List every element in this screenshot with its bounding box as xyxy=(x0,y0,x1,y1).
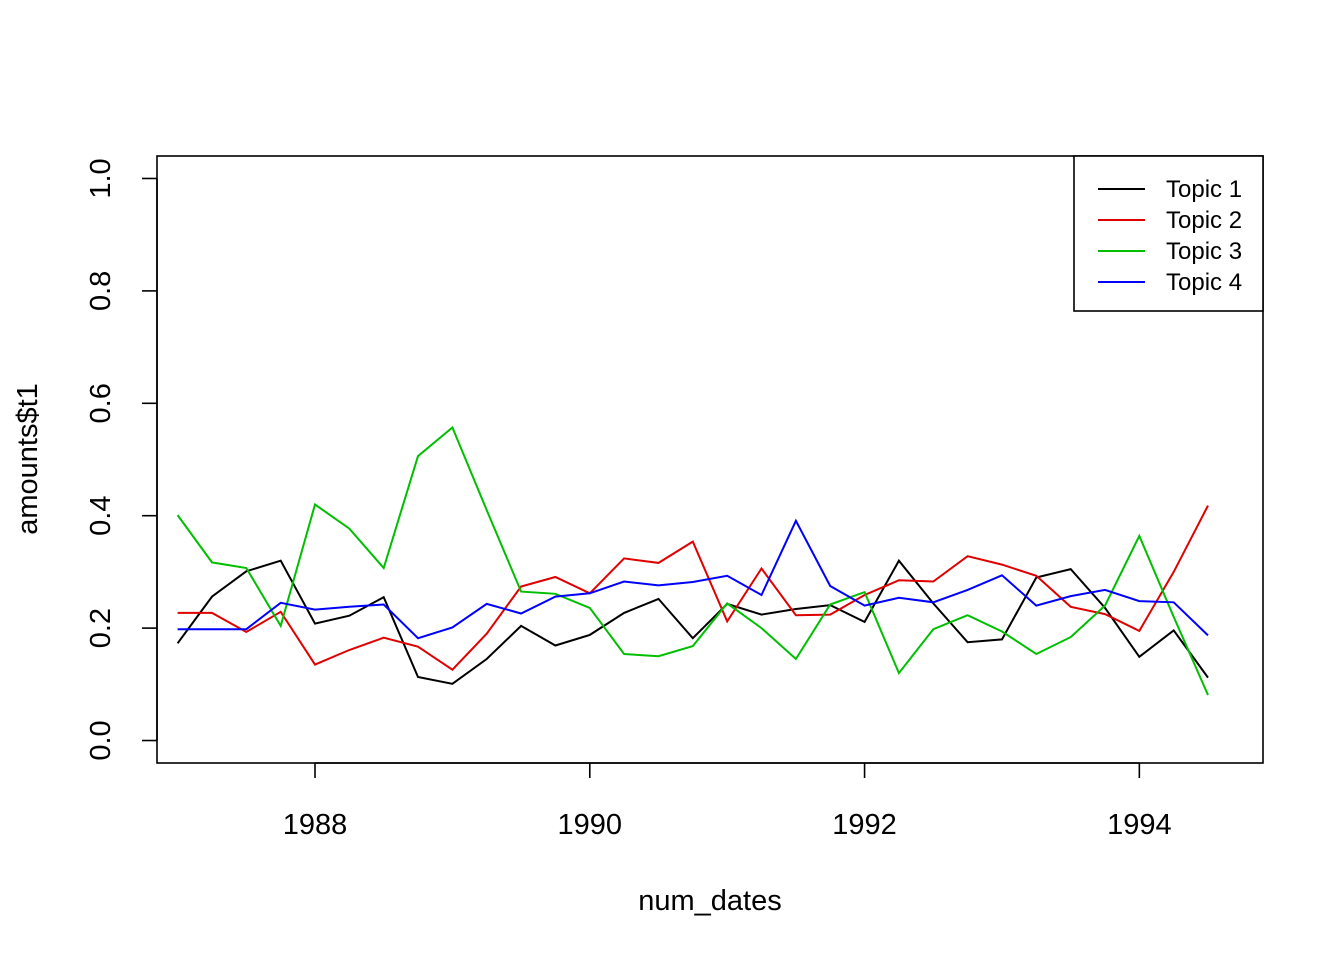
series-line-topic-2 xyxy=(177,505,1209,671)
series-lines xyxy=(176,425,1209,696)
legend-box xyxy=(1073,155,1264,312)
y-axis: 0.0 0.2 0.4 0.6 0.8 1.0 xyxy=(85,158,158,761)
y-tick-label: 0.2 xyxy=(85,608,117,648)
legend-label-topic-1: Topic 1 xyxy=(1166,176,1242,203)
legend-label-topic-2: Topic 2 xyxy=(1166,207,1242,234)
legend-label-topic-4: Topic 4 xyxy=(1166,269,1242,296)
y-tick-label: 0.6 xyxy=(85,383,117,423)
x-tick-label: 1988 xyxy=(283,809,348,841)
y-tick-label: 0.8 xyxy=(85,271,117,311)
y-tick-label: 1.0 xyxy=(85,158,117,198)
x-tick-label: 1994 xyxy=(1107,809,1172,841)
y-tick-label: 0.0 xyxy=(85,720,117,760)
x-axis-label: num_dates xyxy=(638,885,782,917)
legend: Topic 1 Topic 2 Topic 3 Topic 4 xyxy=(1073,155,1264,312)
series-line-topic-4 xyxy=(177,518,1209,640)
series-line-topic-3 xyxy=(176,425,1209,696)
x-axis: 1988 1990 1992 1994 xyxy=(283,762,1172,841)
x-tick-label: 1990 xyxy=(558,809,623,841)
legend-label-topic-3: Topic 3 xyxy=(1166,238,1242,265)
y-axis-label: amounts$t1 xyxy=(12,383,44,535)
series-line-topic-1 xyxy=(176,558,1209,685)
y-tick-label: 0.4 xyxy=(85,496,117,536)
x-tick-label: 1992 xyxy=(832,809,897,841)
